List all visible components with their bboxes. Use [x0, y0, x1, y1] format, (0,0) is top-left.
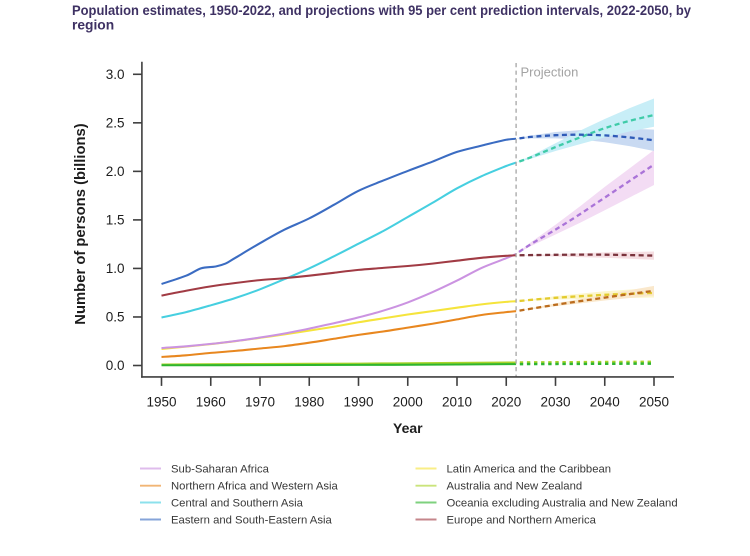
svg-text:Latin America and the Caribbea: Latin America and the Caribbean	[447, 464, 612, 476]
svg-text:1970: 1970	[245, 395, 275, 410]
svg-text:2040: 2040	[590, 395, 620, 410]
svg-text:2020: 2020	[491, 395, 521, 410]
svg-text:Oceania excluding Australia an: Oceania excluding Australia and New Zeal…	[447, 498, 678, 510]
svg-text:1.5: 1.5	[106, 213, 125, 228]
svg-text:1990: 1990	[343, 395, 373, 410]
svg-text:2.0: 2.0	[106, 164, 125, 179]
svg-text:Central and Southern Asia: Central and Southern Asia	[171, 498, 304, 510]
svg-text:Number of persons (billions): Number of persons (billions)	[73, 123, 89, 324]
svg-text:3.0: 3.0	[106, 67, 125, 82]
svg-text:0.5: 0.5	[106, 310, 125, 325]
svg-text:2050: 2050	[639, 395, 669, 410]
svg-text:Australia and New Zealand: Australia and New Zealand	[447, 481, 583, 493]
svg-text:1980: 1980	[294, 395, 324, 410]
svg-text:1.0: 1.0	[106, 261, 125, 276]
svg-text:2010: 2010	[442, 395, 472, 410]
svg-text:region: region	[72, 18, 114, 33]
svg-text:1950: 1950	[146, 395, 176, 410]
svg-text:Population estimates, 1950-202: Population estimates, 1950-2022, and pro…	[72, 3, 691, 18]
svg-text:Projection: Projection	[521, 65, 579, 80]
svg-text:Europe and Northern America: Europe and Northern America	[447, 515, 597, 527]
svg-text:2030: 2030	[540, 395, 570, 410]
svg-text:2.5: 2.5	[106, 116, 125, 131]
svg-text:2000: 2000	[393, 395, 423, 410]
svg-text:1960: 1960	[196, 395, 226, 410]
svg-text:Northern Africa and Western As: Northern Africa and Western Asia	[171, 481, 339, 493]
svg-text:Eastern and South-Eastern Asia: Eastern and South-Eastern Asia	[171, 515, 332, 527]
svg-text:Year: Year	[393, 420, 423, 436]
svg-text:Sub-Saharan Africa: Sub-Saharan Africa	[171, 464, 270, 476]
svg-text:0.0: 0.0	[106, 358, 125, 373]
